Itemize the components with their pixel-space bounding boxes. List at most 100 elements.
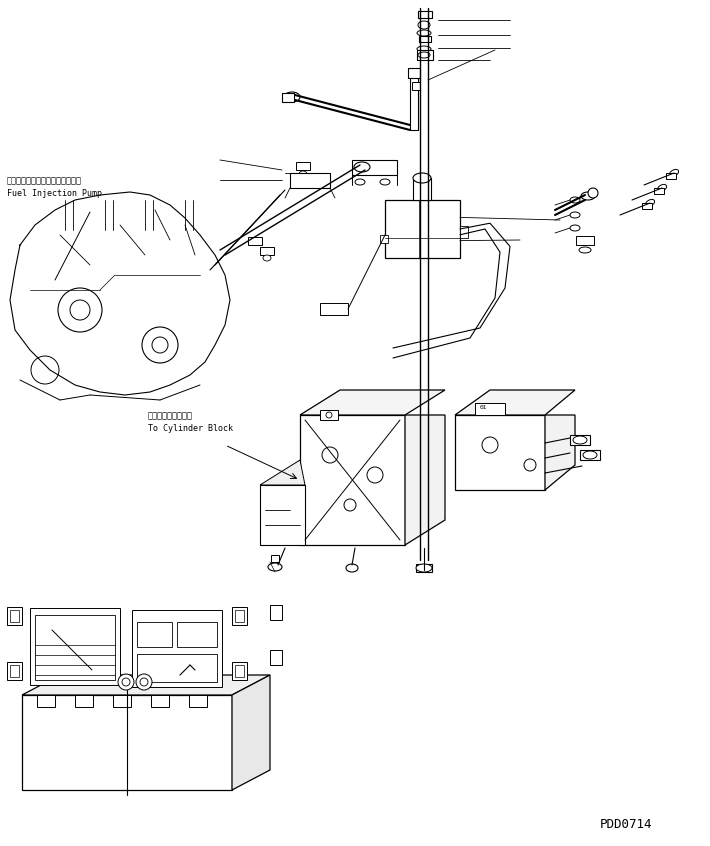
Polygon shape bbox=[405, 415, 445, 545]
Bar bbox=[151, 695, 169, 707]
Polygon shape bbox=[455, 390, 575, 415]
Bar bbox=[576, 236, 594, 245]
Ellipse shape bbox=[354, 162, 370, 172]
Text: PDD0714: PDD0714 bbox=[600, 818, 652, 832]
Bar bbox=[232, 662, 247, 680]
Polygon shape bbox=[22, 695, 232, 790]
Bar bbox=[296, 162, 310, 170]
Ellipse shape bbox=[284, 92, 300, 102]
Bar bbox=[232, 607, 247, 625]
Text: To Cylinder Block: To Cylinder Block bbox=[148, 424, 233, 433]
Ellipse shape bbox=[570, 197, 580, 203]
Bar bbox=[248, 237, 262, 245]
Ellipse shape bbox=[570, 212, 580, 218]
Circle shape bbox=[122, 678, 130, 686]
Bar bbox=[137, 622, 172, 647]
Bar bbox=[270, 650, 282, 665]
Circle shape bbox=[326, 412, 332, 418]
Polygon shape bbox=[455, 415, 545, 490]
Bar bbox=[35, 615, 115, 680]
Bar bbox=[412, 82, 420, 90]
Bar bbox=[475, 403, 505, 415]
Circle shape bbox=[588, 188, 598, 198]
Polygon shape bbox=[260, 485, 305, 545]
Bar bbox=[235, 665, 244, 677]
Circle shape bbox=[482, 437, 498, 453]
Bar bbox=[30, 608, 120, 685]
Bar bbox=[10, 610, 19, 622]
Ellipse shape bbox=[355, 179, 365, 185]
Circle shape bbox=[367, 467, 383, 483]
Ellipse shape bbox=[299, 171, 307, 177]
Bar bbox=[416, 564, 432, 572]
Bar bbox=[642, 203, 652, 209]
Bar bbox=[132, 610, 222, 687]
Ellipse shape bbox=[417, 30, 431, 36]
Ellipse shape bbox=[380, 179, 390, 185]
Polygon shape bbox=[545, 415, 575, 490]
Circle shape bbox=[524, 459, 536, 471]
Ellipse shape bbox=[570, 225, 580, 231]
Ellipse shape bbox=[573, 436, 587, 444]
Bar bbox=[37, 695, 55, 707]
Polygon shape bbox=[300, 390, 445, 415]
Circle shape bbox=[140, 678, 148, 686]
Bar bbox=[410, 75, 418, 130]
Bar bbox=[260, 247, 274, 255]
Bar bbox=[570, 435, 590, 445]
Circle shape bbox=[344, 499, 356, 511]
Bar bbox=[419, 36, 431, 42]
Bar bbox=[113, 695, 131, 707]
Bar bbox=[290, 173, 330, 188]
Polygon shape bbox=[232, 675, 270, 790]
Circle shape bbox=[322, 447, 338, 463]
Ellipse shape bbox=[579, 247, 591, 253]
Circle shape bbox=[152, 337, 168, 353]
Bar bbox=[189, 695, 207, 707]
Bar bbox=[10, 665, 19, 677]
Bar bbox=[417, 50, 433, 60]
Circle shape bbox=[31, 356, 59, 384]
Text: 01: 01 bbox=[480, 405, 488, 410]
Text: フェエルインジェクションポンプ: フェエルインジェクションポンプ bbox=[7, 176, 82, 185]
Ellipse shape bbox=[417, 46, 431, 52]
Bar bbox=[75, 695, 93, 707]
Ellipse shape bbox=[657, 184, 667, 191]
Bar bbox=[408, 68, 420, 78]
Ellipse shape bbox=[263, 255, 271, 261]
Bar bbox=[270, 605, 282, 620]
Ellipse shape bbox=[418, 21, 430, 29]
Bar bbox=[580, 450, 600, 460]
Bar bbox=[7, 662, 22, 680]
Circle shape bbox=[70, 300, 90, 320]
Bar bbox=[380, 235, 388, 243]
Bar bbox=[282, 93, 294, 102]
Bar bbox=[320, 410, 338, 420]
Polygon shape bbox=[22, 675, 270, 695]
Circle shape bbox=[136, 674, 152, 690]
Bar bbox=[413, 178, 431, 200]
Bar bbox=[666, 173, 676, 179]
Ellipse shape bbox=[670, 169, 679, 177]
Circle shape bbox=[142, 327, 178, 363]
Bar bbox=[235, 610, 244, 622]
Ellipse shape bbox=[583, 451, 597, 459]
Bar bbox=[460, 226, 468, 238]
Bar bbox=[137, 654, 217, 682]
Ellipse shape bbox=[268, 563, 282, 571]
Ellipse shape bbox=[346, 564, 358, 572]
Bar bbox=[352, 160, 397, 175]
Bar bbox=[7, 607, 22, 625]
Bar bbox=[418, 11, 432, 18]
Text: シリンダブロックヘ: シリンダブロックヘ bbox=[148, 411, 193, 420]
Ellipse shape bbox=[418, 52, 430, 58]
Ellipse shape bbox=[416, 564, 432, 572]
Ellipse shape bbox=[581, 192, 595, 200]
Ellipse shape bbox=[413, 173, 431, 183]
Bar bbox=[177, 622, 217, 647]
Bar bbox=[385, 200, 460, 258]
Bar bbox=[320, 303, 348, 315]
Bar bbox=[271, 555, 279, 562]
Polygon shape bbox=[260, 460, 305, 485]
Ellipse shape bbox=[645, 200, 655, 206]
